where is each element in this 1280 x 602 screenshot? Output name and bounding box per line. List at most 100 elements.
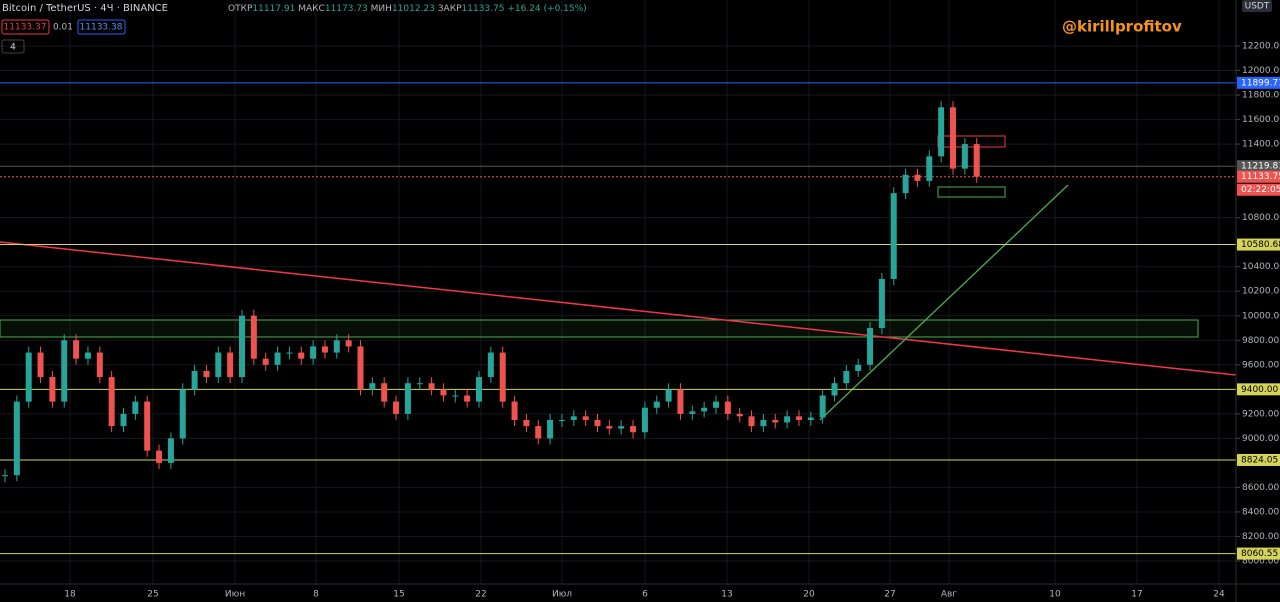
price-label-box (1237, 238, 1280, 251)
ohlc-value: 11117.91 (252, 4, 295, 14)
indicators-count[interactable]: 4 (10, 43, 16, 53)
bid: 11133.37 (4, 23, 47, 33)
ohlc-value: 11173.73 (325, 4, 368, 14)
x-tick-label: 24 (1213, 590, 1225, 600)
candle (914, 174, 921, 181)
candle (428, 383, 435, 390)
candle (250, 315, 257, 359)
y-tick-label: 12000.00 (1242, 66, 1280, 76)
candle (227, 352, 234, 378)
x-tick-label: 25 (147, 590, 158, 600)
x-tick-label: 18 (64, 590, 76, 600)
candle (784, 416, 791, 423)
price-label: 11899.71 (1241, 78, 1280, 88)
candle (558, 419, 565, 421)
candle (819, 395, 826, 418)
zone (0, 319, 1199, 338)
price-label: 9400.00 (1241, 385, 1278, 395)
candle (665, 389, 672, 402)
candle (499, 352, 506, 402)
y-tick-label: 10400.00 (1242, 262, 1280, 272)
candle (404, 383, 411, 414)
candle (381, 383, 388, 402)
watermark: @kirillprofitov (1062, 18, 1182, 36)
y-tick-label: 11600.00 (1242, 115, 1280, 125)
y-tick-label: 11800.00 (1242, 91, 1280, 101)
candle (973, 144, 980, 177)
candle (286, 352, 293, 354)
ohlc: ОТКР11117.91 МАКС11173.73 МИН11012.23 ЗА… (228, 4, 587, 14)
ohlc-label: ЗАКР (438, 4, 462, 14)
x-tick-label: Июн (225, 590, 245, 600)
x-tick-label: 22 (475, 590, 486, 600)
candle (487, 352, 494, 378)
candle (132, 401, 139, 414)
candle (156, 450, 163, 463)
candle (84, 352, 91, 359)
candle (736, 413, 743, 417)
candle (464, 395, 471, 402)
candle (843, 370, 850, 384)
x-tick-label: 17 (1131, 590, 1142, 600)
symbol: Bitcoin / TetherUS · 4Ч · BINANCE (2, 3, 168, 14)
candle (310, 346, 317, 359)
candle (262, 358, 269, 365)
y-tick-label: 8400.00 (1242, 507, 1279, 517)
price-label-box (1237, 160, 1280, 173)
candle (49, 377, 56, 402)
candle (689, 411, 696, 414)
candle (594, 419, 601, 427)
candle (298, 352, 305, 359)
candle (333, 340, 340, 353)
ohlc-label: МИН (371, 4, 392, 14)
price-label-box (1237, 76, 1280, 89)
candle (855, 364, 862, 371)
candle (167, 438, 174, 463)
currency: USDT (1245, 2, 1270, 12)
zone (937, 135, 1006, 148)
indicators-toggle[interactable] (1, 39, 25, 54)
candle (535, 426, 542, 439)
candle (108, 377, 115, 427)
x-tick-label: Июл (552, 590, 572, 600)
x-tick-label: 13 (721, 590, 732, 600)
x-tick-label: 15 (393, 590, 404, 600)
ohlc-value: 11133.75 (462, 4, 505, 14)
candle (61, 340, 68, 402)
candle (701, 407, 708, 412)
candle (961, 144, 968, 169)
candle (274, 352, 281, 365)
y-tick-label: 12200.00 (1242, 42, 1280, 52)
ohlc-label: МАКС (298, 4, 325, 14)
candle (547, 419, 554, 439)
y-tick-label: 10000.00 (1242, 311, 1280, 321)
candle (772, 419, 779, 423)
price-label: 11133.75 (1241, 172, 1280, 182)
candle (73, 340, 80, 359)
bid-box (1, 19, 50, 35)
candle (570, 416, 577, 420)
y-tick-label: 8200.00 (1242, 532, 1279, 542)
candle (630, 426, 637, 433)
x-tick-label: Авг (941, 590, 957, 600)
candle (653, 401, 660, 408)
candle (239, 315, 245, 378)
candle (215, 352, 222, 378)
y-tick-label: 9800.00 (1242, 336, 1279, 346)
candle (191, 370, 198, 390)
candle (748, 416, 755, 427)
candle (25, 352, 32, 402)
candle (902, 174, 909, 194)
y-tick-label: 8600.00 (1242, 483, 1279, 493)
y-tick-label: 10800.00 (1242, 213, 1280, 223)
ohlc-value: 11012.23 (392, 4, 435, 14)
x-tick-label: 27 (884, 590, 895, 600)
price-label: 8060.55 (1241, 549, 1278, 559)
trend-line (0, 241, 1237, 376)
candle (321, 346, 328, 353)
candle (2, 475, 8, 477)
zone (937, 186, 1006, 198)
candle (144, 401, 151, 451)
y-tick-label: 9600.00 (1242, 360, 1279, 370)
candle (120, 413, 127, 427)
